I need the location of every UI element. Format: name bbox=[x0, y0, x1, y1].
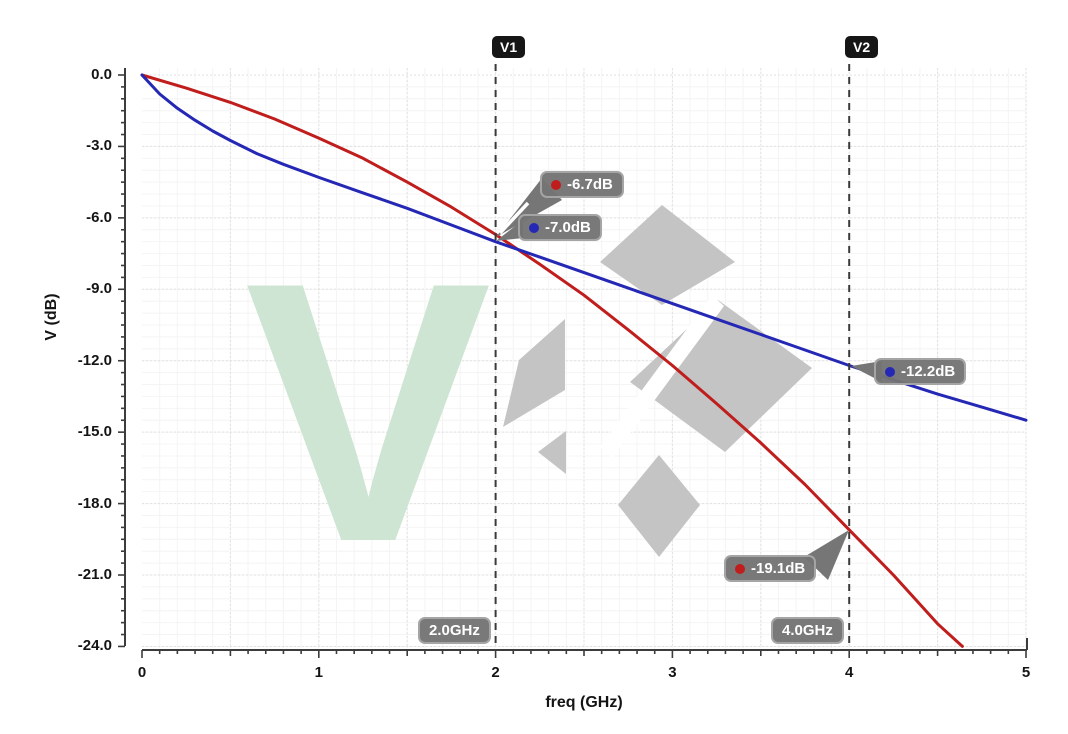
y-tick-label: -24.0 bbox=[77, 637, 112, 655]
watermark-letter-v: V bbox=[245, 206, 494, 619]
x-axis-title: freq (GHz) bbox=[545, 694, 623, 711]
cursor-v2-freq-badge[interactable]: 4.0GHz bbox=[771, 617, 844, 644]
y-axis-title: V (dB) bbox=[43, 293, 60, 341]
cursor-v1-red-value-badge[interactable]: -6.7dB bbox=[540, 171, 624, 198]
blue-trace-dot-icon bbox=[885, 366, 895, 377]
cursor-v2-handle[interactable]: V2 bbox=[845, 36, 879, 58]
watermark-shape bbox=[618, 455, 700, 557]
x-tick-label: 4 bbox=[845, 664, 854, 681]
blue-trace-dot-icon bbox=[529, 222, 539, 233]
y-tick-label: -15.0 bbox=[77, 423, 112, 441]
y-tick-label: -21.0 bbox=[77, 566, 112, 583]
cursor-value-label: -19.1dB bbox=[751, 560, 806, 577]
cursor-value-label: -6.7dB bbox=[567, 176, 613, 193]
cursor-value-label: -12.2dB bbox=[901, 363, 956, 380]
y-tick-label: -18.0 bbox=[77, 494, 112, 512]
y-tick-label: -12.0 bbox=[77, 351, 112, 369]
watermark-shape bbox=[538, 431, 566, 474]
y-tick-label: -9.0 bbox=[86, 280, 112, 298]
watermark-shape bbox=[600, 205, 735, 305]
x-tick-label: 1 bbox=[314, 664, 323, 681]
x-tick-label: 3 bbox=[668, 664, 677, 681]
cursor-v1-handle[interactable]: V1 bbox=[492, 36, 526, 58]
cursor-value-label: -7.0dB bbox=[545, 219, 591, 236]
cursor-freq-label: 2.0GHz bbox=[429, 622, 480, 639]
y-tick-label: 0.0 bbox=[91, 66, 112, 83]
x-tick-label: 5 bbox=[1021, 664, 1031, 681]
cursor-v1-blue-value-badge[interactable]: -7.0dB bbox=[518, 214, 602, 241]
x-tick-label: 0 bbox=[137, 664, 147, 681]
watermark-shape bbox=[503, 319, 565, 427]
red-trace-dot-icon bbox=[735, 563, 745, 574]
watermark-slash bbox=[600, 295, 724, 458]
cursor-v2-blue-value-badge[interactable]: -12.2dB bbox=[874, 358, 967, 385]
red-trace-curve bbox=[140, 73, 964, 648]
y-tick-label: -3.0 bbox=[86, 137, 112, 155]
cursor-freq-label: 4.0GHz bbox=[782, 622, 833, 639]
cursor-v1-freq-badge[interactable]: 2.0GHz bbox=[418, 617, 491, 644]
red-trace-dot-icon bbox=[551, 179, 561, 190]
y-tick-label: -6.0 bbox=[86, 208, 112, 226]
x-tick-label: 2 bbox=[491, 664, 500, 681]
cursor-v2-red-value-badge[interactable]: -19.1dB bbox=[724, 555, 817, 582]
watermark-logo: V bbox=[245, 205, 812, 619]
axes bbox=[118, 68, 1028, 658]
